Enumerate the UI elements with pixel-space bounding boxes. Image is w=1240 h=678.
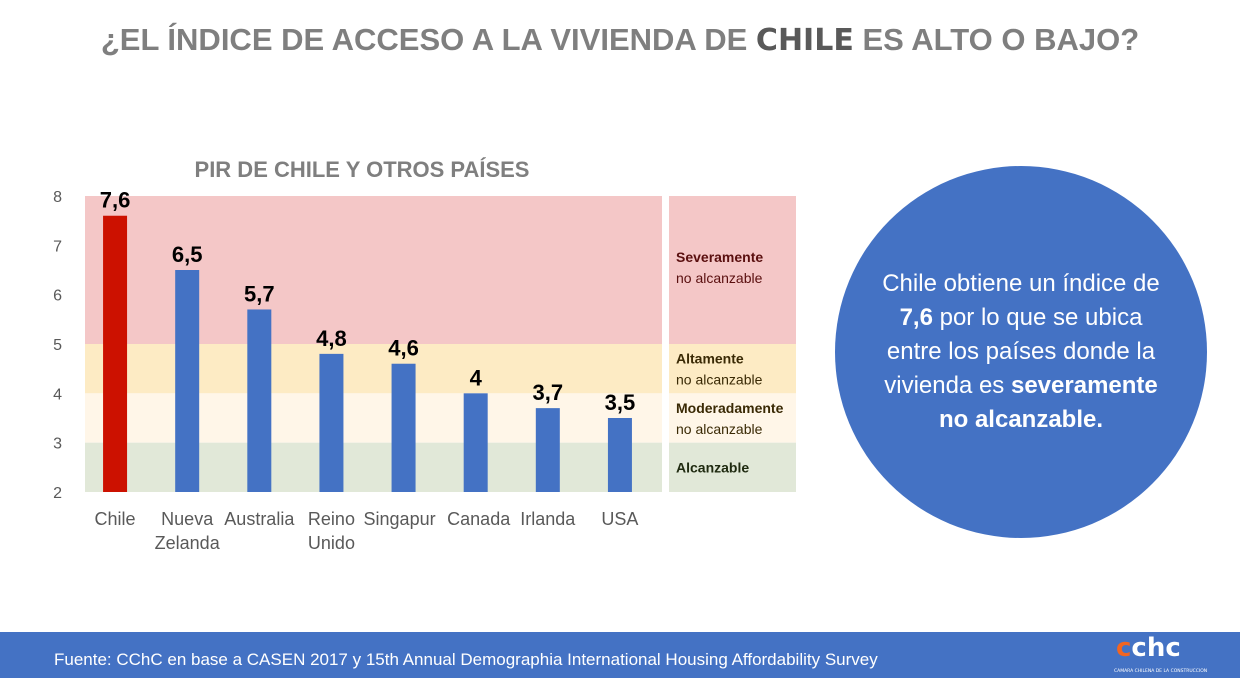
band-legend (669, 442, 796, 492)
band-plot (85, 442, 662, 492)
source-text: Fuente: CChC en base a CASEN 2017 y 15th… (54, 650, 878, 669)
callout-text: por lo que se ubica entre los países don… (884, 304, 1156, 399)
band-sublabel: no alcanzable (676, 270, 763, 286)
y-tick-label: 2 (53, 485, 62, 502)
y-tick-label: 5 (53, 337, 62, 354)
band-label: Moderadamente (676, 400, 784, 416)
x-tick-label: Unido (308, 533, 355, 553)
x-tick-label: Australia (224, 509, 295, 529)
y-tick-label: 6 (53, 288, 62, 305)
data-label: 3,7 (533, 380, 564, 405)
bar (319, 353, 344, 492)
band-legend (669, 393, 796, 443)
data-label: 4,8 (316, 326, 347, 351)
band-plot (85, 196, 662, 344)
title-part: ES ALTO O BAJO? (853, 22, 1140, 57)
y-tick-label: 8 (53, 189, 62, 206)
band-legend (669, 344, 796, 394)
callout-text: Chile obtiene un índice de (882, 270, 1160, 297)
data-label: 4,6 (388, 336, 419, 361)
band-sublabel: no alcanzable (676, 421, 763, 437)
bar (391, 363, 416, 492)
band-plot (85, 344, 662, 394)
title-highlight: CHILE (755, 23, 854, 58)
band-label: Alcanzable (676, 459, 749, 475)
cchc-logo: cchc CAMARA CHILENA DE LA CONSTRUCCION (1114, 634, 1207, 674)
band-plot (85, 393, 662, 443)
data-label: 4 (470, 365, 483, 390)
bar (463, 393, 488, 492)
callout-bold: 7,6 (899, 304, 933, 331)
data-label: 5,7 (244, 281, 275, 306)
bar (103, 215, 128, 492)
title-part: ¿EL ÍNDICE DE ACCESO A LA VIVIENDA DE (100, 22, 756, 57)
x-tick-label: USA (601, 509, 638, 529)
band-sublabel: no alcanzable (676, 372, 763, 388)
bar-chart: PIR DE CHILE Y OTROS PAÍSES Severamente no… (53, 157, 796, 553)
data-label: 3,5 (605, 390, 636, 415)
x-tick-label: Nueva (161, 509, 214, 529)
svg-text:cchc: cchc (1116, 634, 1181, 663)
bar (175, 270, 200, 492)
y-tick-label: 7 (53, 238, 62, 255)
y-tick-label: 4 (53, 386, 62, 403)
svg-text:CAMARA CHILENA DE LA CONSTRUCC: CAMARA CHILENA DE LA CONSTRUCCION (1114, 668, 1207, 674)
x-tick-label: Chile (95, 509, 136, 529)
x-tick-label: Zelanda (155, 533, 221, 553)
band-label: Severamente (676, 249, 763, 265)
x-tick-label: Irlanda (520, 509, 576, 529)
footer: Fuente: CChC en base a CASEN 2017 y 15th… (0, 632, 1240, 678)
data-label: 6,5 (172, 242, 203, 267)
data-label: 7,6 (100, 188, 131, 213)
x-tick-label: Canada (447, 509, 511, 529)
x-tick-label: Singapur (364, 509, 436, 529)
band-label: Altamente (676, 351, 744, 367)
bar (247, 309, 272, 492)
x-tick-label: Reino (308, 509, 355, 529)
band-legend (669, 196, 796, 344)
bar (607, 418, 632, 492)
y-tick-label: 3 (53, 436, 62, 453)
bar (535, 408, 560, 492)
chart-title: PIR DE CHILE Y OTROS PAÍSES (195, 157, 530, 182)
callout-bold: severamente no alcanzable. (938, 372, 1158, 433)
page-title: ¿EL ÍNDICE DE ACCESO A LA VIVIENDA DE CH… (0, 22, 1240, 58)
callout-circle: Chile obtiene un índice de 7,6 por lo qu… (835, 166, 1207, 538)
